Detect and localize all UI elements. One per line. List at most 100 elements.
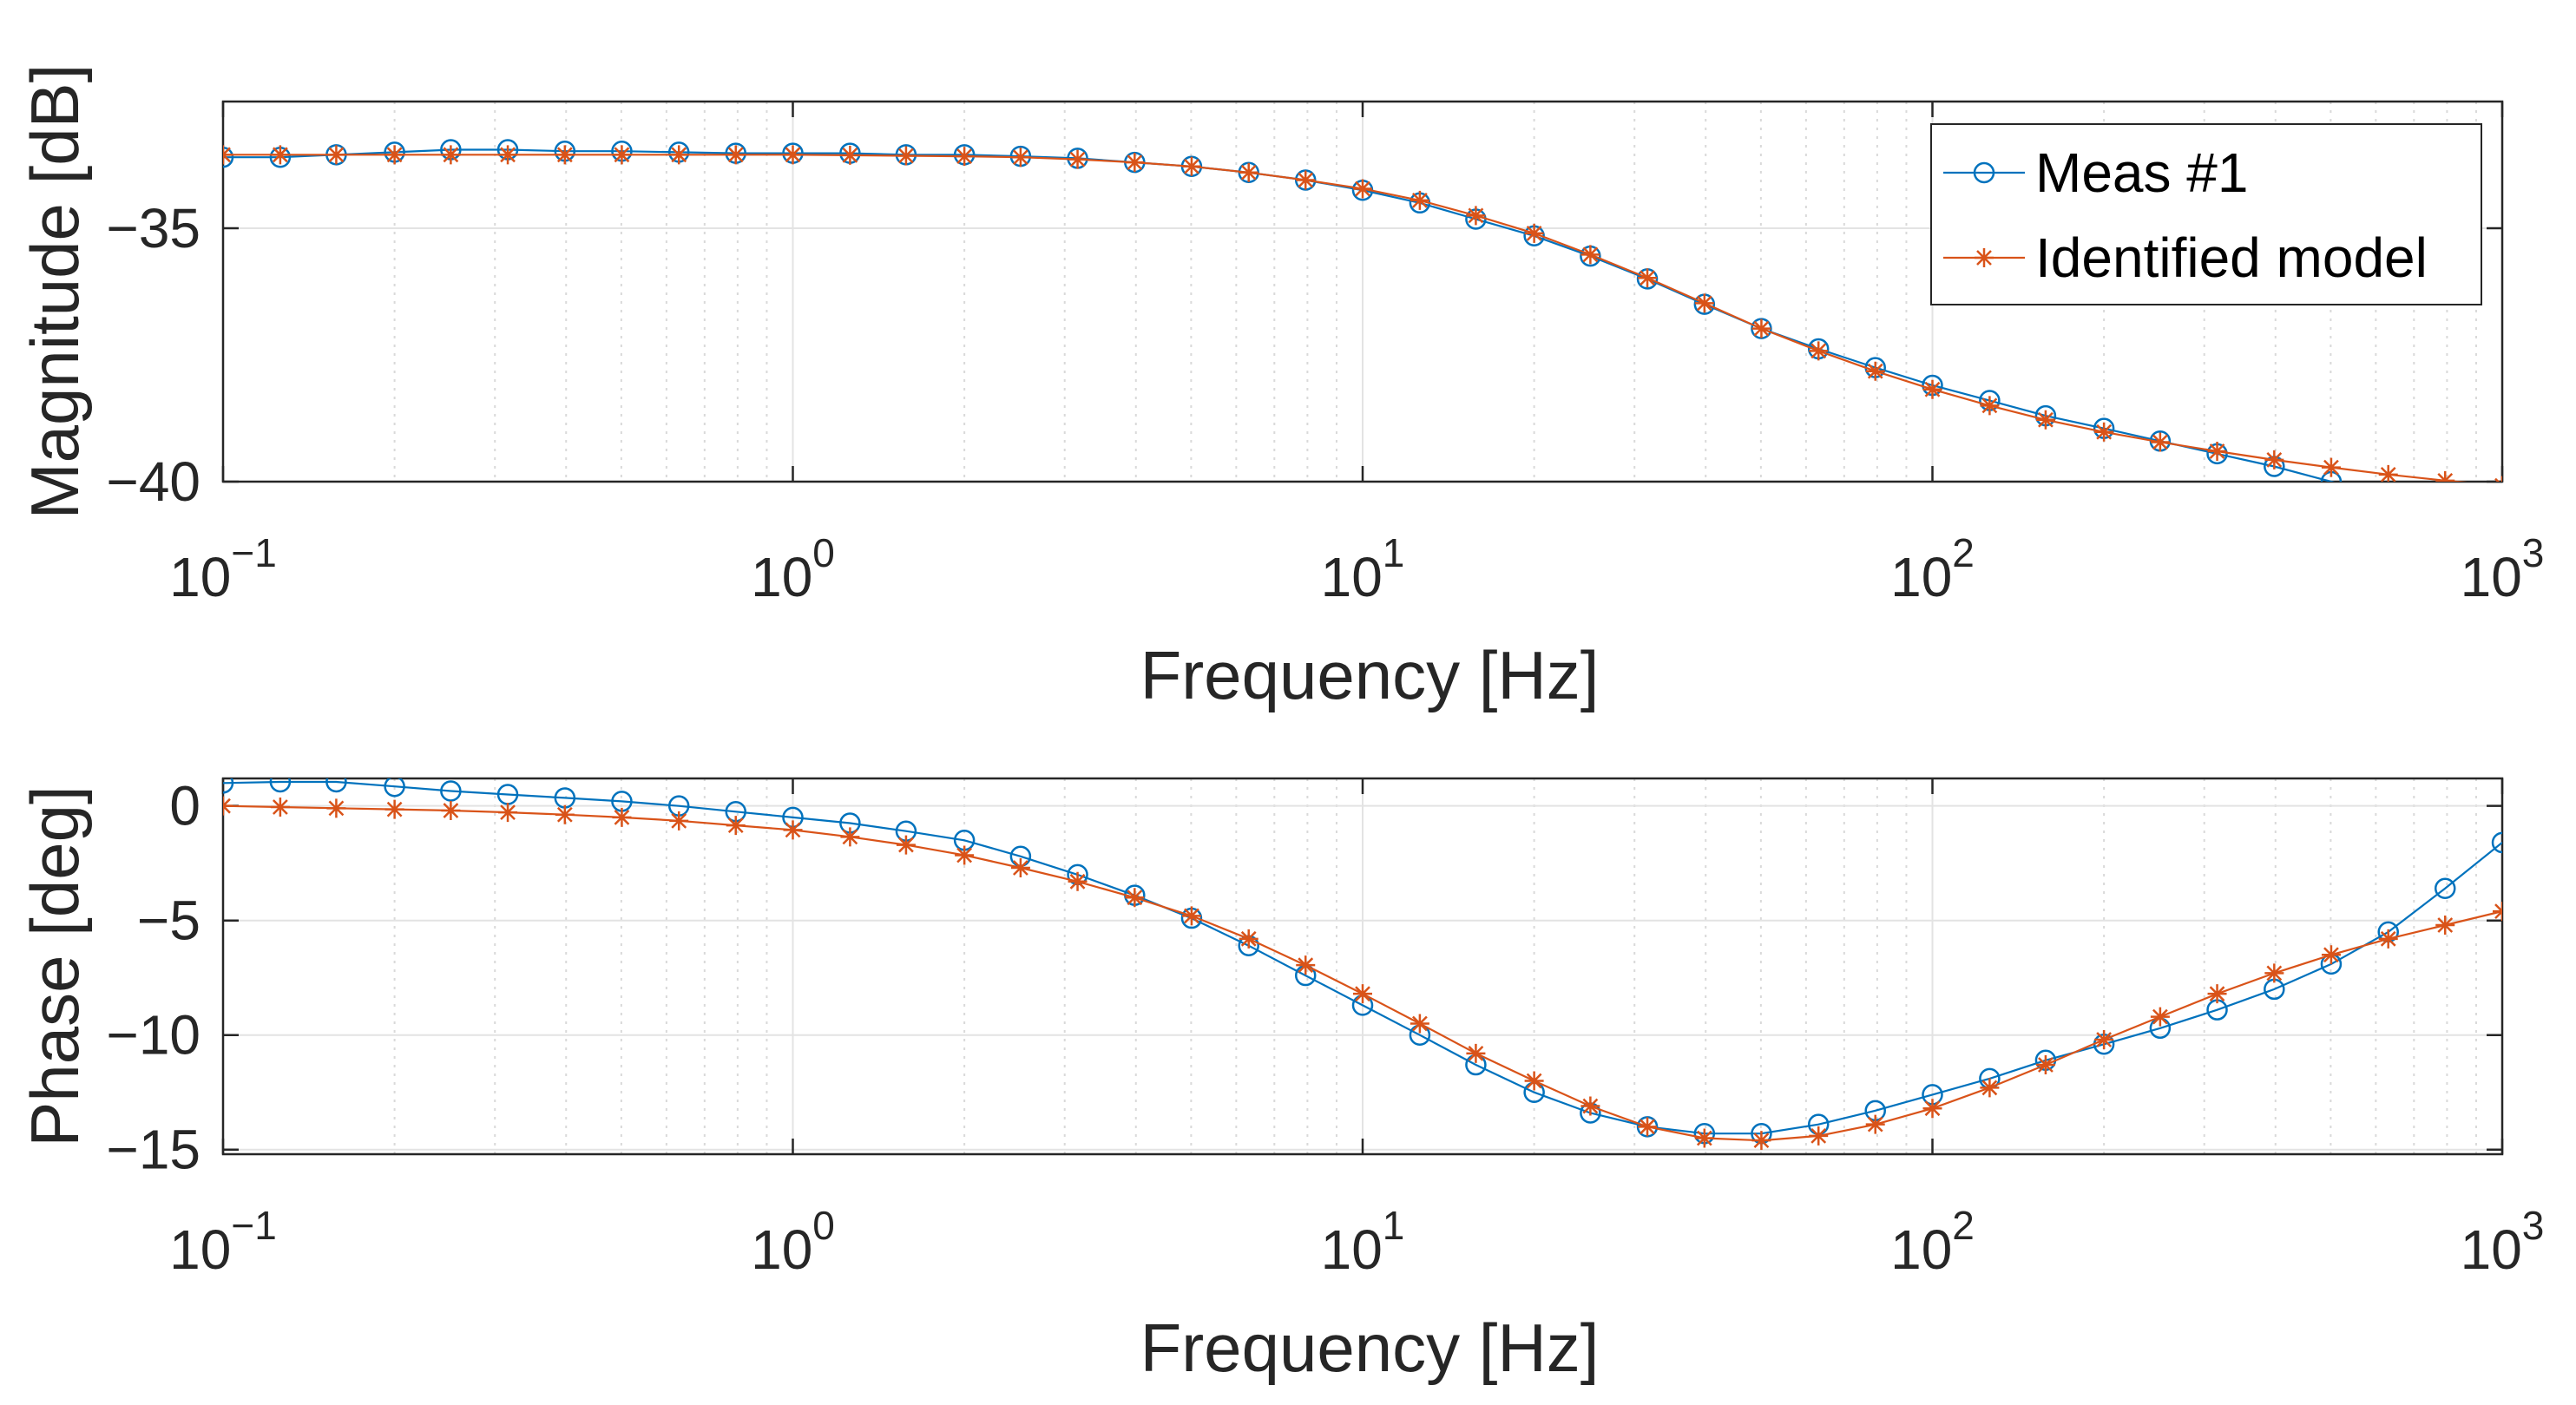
mag-model-point xyxy=(783,145,803,165)
mag-meas-point xyxy=(2435,500,2454,519)
mag-model-point xyxy=(1181,156,1201,176)
phase-meas-point xyxy=(440,780,462,802)
mag-model-point xyxy=(896,146,916,166)
phase-x-tick-label: 101 xyxy=(1321,1203,1405,1281)
magnitude-plot: 10−1 100 101 102 103 −40 −35 Frequency [Hz] Magn… xyxy=(16,64,2544,713)
phase-model-point xyxy=(223,796,233,816)
phase-y-tick-label: 0 xyxy=(169,775,200,837)
phase-model-point xyxy=(2321,945,2341,965)
mag-model-point xyxy=(1010,148,1030,167)
mag-model-point xyxy=(955,147,975,167)
phase-model-point xyxy=(384,799,404,819)
phase-x-tick-label: 100 xyxy=(751,1203,835,1281)
phase-data-area xyxy=(223,778,2502,1151)
mag-x-axis-label: Frequency [Hz] xyxy=(1140,637,1600,713)
phase-model-point xyxy=(326,798,346,818)
phase-model-point xyxy=(2150,1007,2170,1027)
phase-model-point xyxy=(2264,963,2284,983)
phase-y-tick-label: −15 xyxy=(106,1119,200,1181)
phase-model-point xyxy=(498,803,518,823)
mag-x-tick-label: 101 xyxy=(1321,530,1405,608)
phase-model-point xyxy=(1296,955,1316,975)
phase-model-point xyxy=(2493,902,2502,922)
mag-meas-point xyxy=(2493,508,2512,527)
phase-model-point xyxy=(270,798,290,817)
phase-model-point xyxy=(1239,929,1258,949)
phase-model-point xyxy=(669,811,689,831)
mag-model-point xyxy=(1068,149,1088,169)
mag-model-point xyxy=(2035,410,2055,430)
mag-model-point xyxy=(1410,190,1429,210)
mag-model-point xyxy=(840,145,860,165)
phase-model-point xyxy=(612,807,632,827)
mag-model-point xyxy=(1865,361,1885,381)
mag-model-point xyxy=(441,145,461,165)
legend-label: Meas #1 xyxy=(2035,141,2248,204)
legend-circle-marker xyxy=(1973,161,1995,184)
mag-data-area xyxy=(223,139,2512,527)
phase-model-point xyxy=(2094,1029,2114,1049)
phase-model-point xyxy=(1466,1043,1486,1063)
phase-model-point xyxy=(1865,1114,1885,1134)
phase-meas-point xyxy=(223,778,234,794)
mag-model-point xyxy=(1466,206,1486,226)
phase-model-point xyxy=(2435,915,2455,935)
phase-meas-point xyxy=(2434,877,2456,899)
phase-y-tick-label: −10 xyxy=(106,1004,200,1067)
mag-model-point xyxy=(555,145,575,165)
phase-model-point xyxy=(1751,1131,1771,1151)
mag-model-point xyxy=(270,145,290,165)
mag-model-point xyxy=(2321,457,2341,477)
phase-meas-point xyxy=(269,778,292,793)
mag-model-point xyxy=(384,145,404,165)
phase-meas-point xyxy=(325,778,347,793)
phase-model-point xyxy=(1524,1071,1544,1091)
mag-model-point xyxy=(1125,153,1145,173)
mag-x-tick-label: 100 xyxy=(751,530,835,608)
phase-model-point xyxy=(1068,871,1088,891)
phase-x-tick-label: 103 xyxy=(2461,1203,2545,1281)
mag-model-point xyxy=(726,145,746,165)
mag-model-point xyxy=(498,145,518,165)
mag-model-point xyxy=(1239,162,1258,182)
phase-model-point xyxy=(1980,1078,2000,1098)
mag-model-point xyxy=(612,145,632,165)
phase-model-point xyxy=(555,804,575,824)
mag-model-point xyxy=(2094,422,2114,442)
mag-model-point xyxy=(1694,293,1714,313)
phase-plot: 10−1 100 101 102 103 −15 −10 −5 0 Frequency [Hz] P… xyxy=(16,775,2545,1386)
legend: Meas #1 Identified model xyxy=(1930,123,2482,305)
legend-star-marker xyxy=(1975,248,1994,267)
phase-meas-line xyxy=(223,780,2502,1135)
mag-model-point xyxy=(2207,441,2227,461)
legend-label: Identified model xyxy=(2035,227,2428,289)
phase-model-point xyxy=(955,845,975,865)
mag-y-tick-label: −35 xyxy=(106,197,200,259)
mag-x-tick-label: 10−1 xyxy=(169,530,277,608)
mag-model-point xyxy=(1980,396,2000,416)
phase-model-point xyxy=(1922,1099,1942,1119)
mag-y-axis-label: Magnitude [dB] xyxy=(16,64,93,520)
mag-model-point xyxy=(1580,245,1600,265)
phase-model-point xyxy=(1125,888,1145,908)
phase-model-point xyxy=(783,820,803,840)
phase-model-point xyxy=(726,816,746,836)
phase-model-point xyxy=(840,827,860,847)
mag-x-tick-label: 103 xyxy=(2461,530,2545,608)
mag-model-point xyxy=(2150,432,2170,452)
phase-model-point xyxy=(1353,984,1372,1004)
phase-y-axis-label: Phase [deg] xyxy=(16,785,93,1146)
phase-x-tick-label: 10−1 xyxy=(169,1203,277,1281)
mag-model-point xyxy=(2494,476,2502,482)
phase-model-point xyxy=(2035,1055,2055,1075)
mag-meas-point xyxy=(2379,488,2398,507)
phase-model-point xyxy=(2207,984,2227,1004)
mag-model-point xyxy=(2435,470,2455,482)
phase-model-point xyxy=(1694,1128,1714,1148)
phase-y-tick-label: −5 xyxy=(137,890,200,952)
phase-model-point xyxy=(1010,857,1030,877)
mag-model-point xyxy=(2264,450,2284,469)
phase-model-point xyxy=(1638,1117,1658,1137)
phase-model-point xyxy=(1181,906,1201,926)
